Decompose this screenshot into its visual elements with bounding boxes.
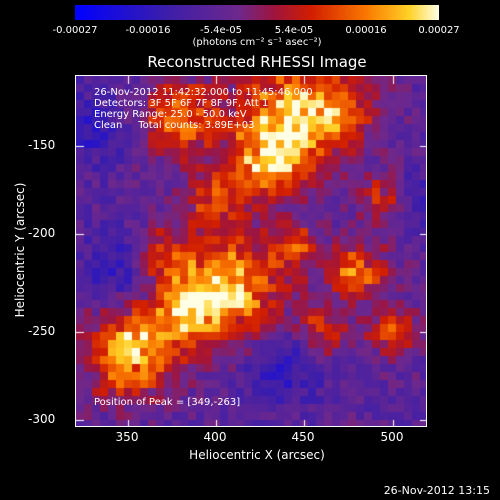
info-peak-position: Position of Peak = [349,-263] xyxy=(94,397,241,408)
info-energy-range: Energy Range: 25.0 - 50.0 keV xyxy=(94,109,247,120)
x-tick-label: 400 xyxy=(203,430,227,444)
x-tick-label: 500 xyxy=(380,430,404,444)
plot-title: Reconstructed RHESSI Image xyxy=(147,53,367,71)
colorbar-tick: -5.4e-05 xyxy=(200,25,242,36)
info-detectors: Detectors: 3F 5F 6F 7F 8F 9F, Att 1 xyxy=(94,98,269,109)
y-axis-label: Heliocentric Y (arcsec) xyxy=(13,182,27,318)
y-tick-label: -150 xyxy=(28,138,56,152)
colorbar-units: (photons cm⁻² s⁻¹ asec⁻²) xyxy=(192,37,322,48)
y-tick-label: -200 xyxy=(28,226,56,240)
x-tick-label: 350 xyxy=(115,430,139,444)
info-clean-counts: Clean Total counts: 3.89E+03 xyxy=(94,120,255,131)
timestamp-footer: 26-Nov-2012 13:15 xyxy=(383,484,490,497)
info-time-range: 26-Nov-2012 11:42:32.000 to 11:45:46.000 xyxy=(94,87,313,98)
colorbar-tick: -0.00016 xyxy=(125,25,171,36)
colorbar-tick: 5.4e-05 xyxy=(274,25,314,36)
colorbar-tick: 0.00016 xyxy=(345,25,387,36)
rhessi-heatmap xyxy=(76,76,426,426)
image-plot: 26-Nov-2012 11:42:32.000 to 11:45:46.000… xyxy=(75,75,427,427)
colorbar-tick: -0.00027 xyxy=(52,25,98,36)
x-tick-label: 450 xyxy=(291,430,315,444)
colorbar-tick: 0.00027 xyxy=(418,25,460,36)
y-tick-label: -300 xyxy=(28,412,56,426)
y-tick-label: -250 xyxy=(28,324,56,338)
x-axis-label: Heliocentric X (arcsec) xyxy=(189,448,325,462)
colorbar xyxy=(75,5,439,20)
